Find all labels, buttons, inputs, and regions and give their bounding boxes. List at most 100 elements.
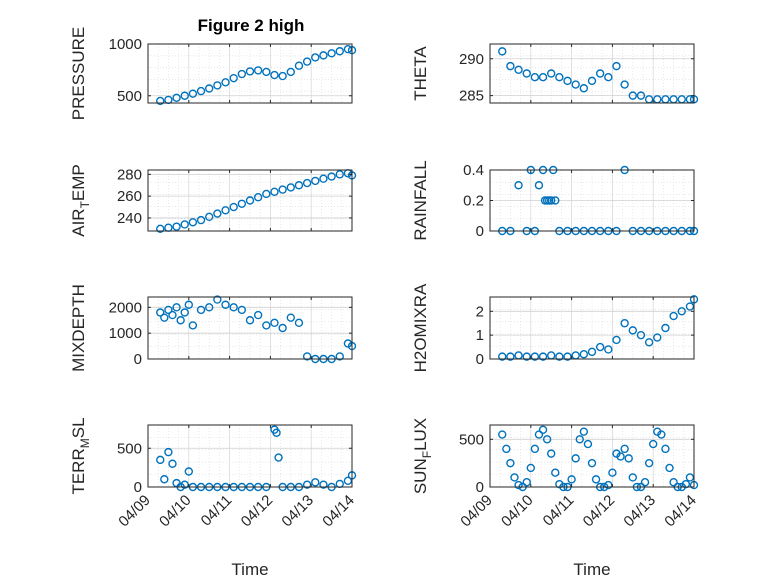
x-tick-label: 04/13 (620, 492, 659, 531)
data-point (575, 435, 584, 444)
data-point (555, 72, 564, 82)
y-axis-label-subscript: F (420, 451, 434, 458)
y-axis-label-main: SUN (411, 458, 430, 494)
data-point (620, 444, 629, 454)
x-tick-label: 04/11 (540, 492, 578, 530)
data-point (253, 66, 263, 75)
data-point (612, 335, 621, 345)
data-point (156, 96, 165, 106)
y-tick-label: 0.2 (463, 193, 484, 210)
data-point (583, 439, 593, 449)
data-point (514, 65, 523, 75)
data-point (661, 323, 670, 333)
subplot-4: 0 0.2 0.4 RAINFALL (411, 160, 699, 241)
data-point (526, 463, 535, 473)
data-point (636, 330, 646, 340)
subplot-6: 0 1 2 H2OMIXRA (411, 283, 699, 372)
y-axis-label: TERRMSL (69, 417, 92, 494)
data-point (286, 183, 295, 192)
data-point (669, 478, 678, 487)
x-tick-label: 04/09 (457, 492, 496, 531)
data-point (604, 72, 613, 82)
data-point (221, 300, 230, 309)
data-point (343, 44, 353, 54)
data-point (547, 69, 556, 78)
data-point (530, 352, 540, 361)
y-axis-label-main: AIR (69, 208, 88, 236)
data-point (506, 458, 515, 468)
data-point (567, 475, 576, 484)
y-axis-label-main: TERR (69, 448, 88, 494)
data-point (196, 215, 206, 225)
x-tick-label: 04/10 (156, 492, 195, 531)
data-point (563, 76, 572, 86)
y-tick-label: 500 (459, 431, 484, 448)
data-point (608, 468, 617, 477)
data-point (311, 176, 320, 186)
data-point (636, 91, 646, 100)
data-point (237, 305, 247, 315)
data-point (229, 73, 238, 83)
data-point (278, 185, 287, 194)
data-point (327, 49, 336, 58)
data-point (302, 178, 312, 188)
y-axis-label-subscript: T (78, 200, 92, 208)
y-tick-label: 260 (117, 188, 142, 205)
subplot-3: 240 260 280 AIRTEMP (69, 164, 357, 237)
data-point (188, 218, 198, 227)
data-point (579, 84, 589, 93)
data-point (278, 323, 287, 333)
data-point (551, 468, 560, 477)
data-point (534, 430, 544, 439)
data-point (229, 303, 238, 312)
data-point (160, 313, 169, 322)
data-point (160, 475, 169, 484)
x-tick-label: 04/12 (580, 492, 619, 531)
data-point (522, 478, 531, 487)
y-tick-label: 0 (476, 479, 484, 496)
data-point (669, 311, 678, 321)
x-tick-label: 04/14 (661, 492, 700, 531)
data-point (278, 71, 287, 81)
data-point (270, 318, 279, 328)
data-point (172, 303, 181, 312)
data-point (555, 352, 564, 361)
x-tick-label: 04/10 (498, 492, 537, 531)
y-tick-label: 240 (117, 210, 142, 227)
y-tick-label: 0 (134, 351, 142, 368)
data-point (644, 338, 654, 347)
y-tick-label: 500 (117, 440, 142, 457)
data-point (628, 326, 637, 335)
x-tick-label: 04/11 (198, 492, 236, 530)
data-point (237, 199, 247, 208)
axes-box (147, 424, 353, 488)
data-point (587, 347, 597, 357)
y-axis-label-subscript: M (78, 438, 92, 448)
data-point (164, 305, 173, 315)
y-axis-label: AIRTEMP (69, 164, 92, 237)
data-point (213, 209, 222, 218)
y-axis-label-rest: EMP (69, 164, 88, 201)
data-point (514, 181, 523, 190)
data-point (661, 444, 670, 454)
data-point (319, 51, 328, 60)
x-axis-label: Time (231, 560, 268, 579)
data-point (620, 80, 629, 89)
axes-box (147, 169, 353, 232)
data-point (587, 76, 597, 86)
data-point (522, 69, 531, 78)
x-axis-label: Time (573, 560, 610, 579)
data-point (595, 69, 605, 78)
y-axis-label-rest: SL (69, 417, 88, 438)
data-point (506, 61, 515, 71)
data-point (498, 352, 507, 361)
data-point (172, 222, 181, 231)
data-point (640, 478, 650, 487)
data-point (188, 321, 198, 330)
subplot-1: 500 1000 PRESSURE (69, 27, 357, 120)
data-point (604, 345, 613, 354)
axes-box (489, 424, 695, 488)
y-axis-label-main: THETA (411, 46, 430, 101)
data-point (262, 321, 271, 330)
data-point (221, 206, 230, 215)
